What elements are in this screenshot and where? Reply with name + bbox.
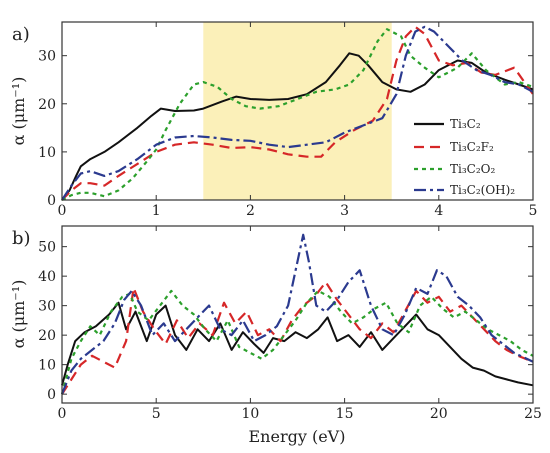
legend-label-ti3c2o2: Ti₃C₂O₂ bbox=[450, 162, 495, 176]
panel-b: 0 5 10 15 20 25 0 10 20 30 40 50 b) α (μm⁻¹) Energy… bbox=[9, 225, 542, 446]
panel-a-x-tick-label: 1 bbox=[152, 203, 161, 219]
panel-b-series-ti3c2 bbox=[61, 301, 534, 387]
panel-b-x-axis-label: Energy (eV) bbox=[249, 427, 346, 446]
panel-b-y-tick-label: 10 bbox=[38, 358, 56, 374]
panel-b-series-group bbox=[60, 233, 534, 395]
panel-b-series-ti3c2oh2 bbox=[60, 233, 534, 395]
panel-a-highlight-region bbox=[203, 22, 392, 200]
panel-b-x-tick-label: 25 bbox=[524, 406, 542, 422]
panel-a: 0 1 2 3 4 5 0 10 20 30 a) α (μm⁻¹) Ti₃C₂ Ti₃C₂F₂ … bbox=[9, 21, 537, 219]
panel-a-label: a) bbox=[12, 24, 30, 45]
panel-a-ticks: 0 1 2 3 4 5 0 10 20 30 bbox=[38, 22, 537, 219]
panel-a-x-tick-label: 2 bbox=[246, 203, 255, 219]
panel-a-y-tick-label: 0 bbox=[47, 193, 56, 209]
panel-b-y-tick-label: 0 bbox=[47, 387, 56, 403]
legend-label-ti3c2: Ti₃C₂ bbox=[450, 117, 481, 131]
panel-a-y-axis-label: α (μm⁻¹) bbox=[9, 77, 28, 146]
legend-label-ti3c2oh2: Ti₃C₂(OH)₂ bbox=[450, 183, 515, 197]
panel-a-series-ti3c2oh2 bbox=[61, 25, 534, 201]
panel-a-legend: Ti₃C₂ Ti₃C₂F₂ Ti₃C₂O₂ Ti₃C₂(OH)₂ bbox=[414, 117, 515, 197]
panel-a-y-tick-label: 20 bbox=[38, 97, 56, 113]
panel-a-x-tick-label: 3 bbox=[340, 203, 349, 219]
panel-a-frame bbox=[61, 21, 534, 201]
panel-b-x-tick-label: 20 bbox=[430, 406, 448, 422]
panel-b-y-tick-label: 30 bbox=[38, 299, 56, 315]
panel-a-y-tick-label: 30 bbox=[38, 49, 56, 65]
panel-b-x-tick-label: 15 bbox=[336, 406, 354, 422]
panel-b-y-axis-label: α (μm⁻¹) bbox=[9, 280, 28, 349]
panel-b-y-tick-label: 20 bbox=[38, 328, 56, 344]
panel-a-x-tick-label: 4 bbox=[434, 203, 443, 219]
panel-b-x-tick-label: 0 bbox=[58, 406, 67, 422]
legend-label-ti3c2f2: Ti₃C₂F₂ bbox=[450, 140, 494, 154]
panel-b-frame bbox=[61, 225, 534, 404]
panel-b-ticks: 0 5 10 15 20 25 0 10 20 30 40 50 bbox=[38, 226, 542, 422]
panel-b-y-tick-label: 50 bbox=[38, 240, 56, 256]
panel-a-x-tick-label: 5 bbox=[529, 203, 538, 219]
panel-b-y-tick-label: 40 bbox=[38, 269, 56, 285]
panel-a-series-ti3c2 bbox=[61, 52, 534, 201]
panel-b-x-tick-label: 5 bbox=[152, 406, 161, 422]
panel-b-label: b) bbox=[12, 228, 31, 249]
panel-a-series-ti3c2o2 bbox=[61, 28, 534, 201]
panel-b-series-ti3c2f2 bbox=[61, 281, 534, 395]
panel-a-x-tick-label: 0 bbox=[58, 203, 67, 219]
panel-a-series-ti3c2f2 bbox=[61, 25, 534, 201]
panel-a-series-group bbox=[61, 25, 534, 201]
panel-b-x-tick-label: 10 bbox=[241, 406, 259, 422]
panel-a-y-tick-label: 10 bbox=[38, 145, 56, 161]
panel-b-series-ti3c2o2 bbox=[60, 289, 534, 395]
